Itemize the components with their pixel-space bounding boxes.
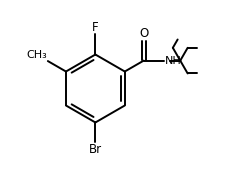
Text: Br: Br xyxy=(89,142,102,156)
Text: F: F xyxy=(92,21,99,34)
Text: O: O xyxy=(139,27,148,40)
Text: NH: NH xyxy=(164,56,181,67)
Text: CH₃: CH₃ xyxy=(26,50,47,60)
